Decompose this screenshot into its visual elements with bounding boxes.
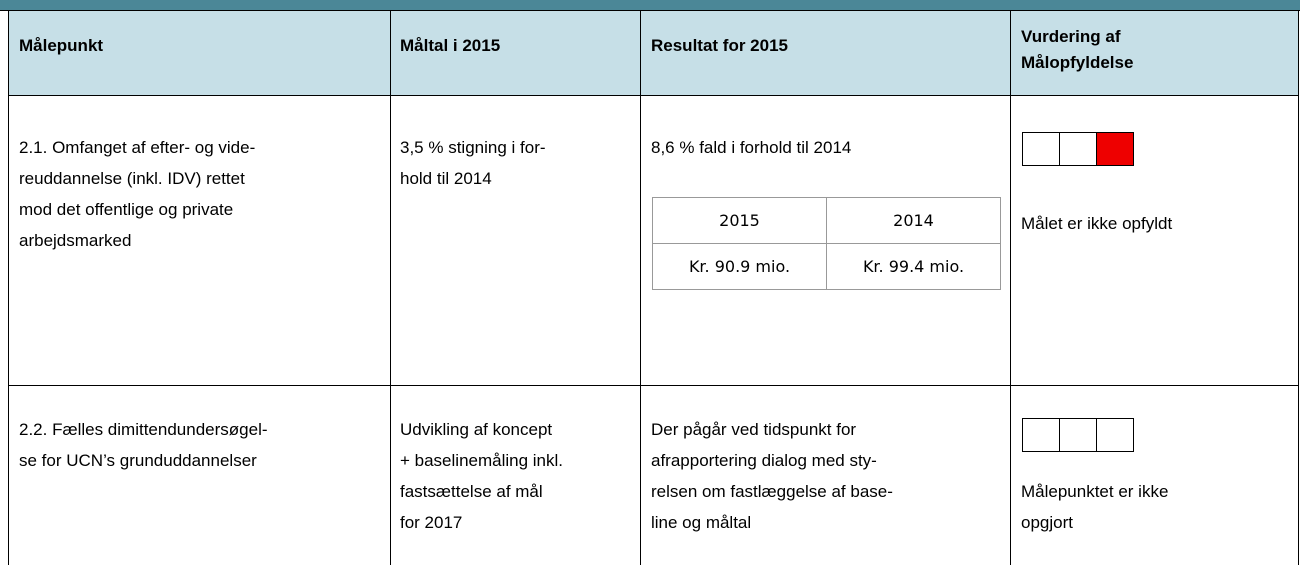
cell-text: hold til 2014 [400, 169, 492, 188]
cell-text: relsen om fastlæggelse af base- [651, 482, 893, 501]
cell-text: 2.1. Omfanget af efter- og vide- [19, 138, 256, 157]
rating-box [1059, 132, 1097, 166]
header-text: Målepunkt [19, 36, 104, 55]
rule [390, 10, 391, 565]
cell-text: se for UCN’s grunduddannelser [19, 451, 257, 470]
header-text: Vurdering af [1021, 27, 1121, 46]
rating-box [1096, 418, 1134, 452]
rule [1010, 10, 1011, 565]
result-cell: Kr. 99.4 mio. [826, 243, 1001, 290]
cell-text: mod det offentlige og private [19, 200, 234, 219]
cell-text: 8,6 % fald i forhold til 2014 [651, 138, 852, 157]
cell-text: Der pågår ved tidspunkt for [651, 420, 857, 439]
cell-text: opgjort [1021, 513, 1073, 532]
cell-text: fastsættelse af mål [400, 482, 543, 501]
rule [8, 385, 1299, 386]
header-text: Resultat for 2015 [651, 36, 788, 55]
cell-text: afrapportering dialog med sty- [651, 451, 877, 470]
rating-box [1022, 418, 1060, 452]
rating-box [1022, 132, 1060, 166]
rule [8, 10, 9, 565]
result-cell: 2014 [826, 197, 1001, 244]
header-row [8, 11, 1298, 95]
header-text: Målopfyldelse [1021, 53, 1134, 72]
cell-text: Målepunktet er ikke [1021, 482, 1169, 501]
header-text: Måltal i 2015 [400, 36, 501, 55]
cell-text: reuddannelse (inkl. IDV) rettet [19, 169, 245, 188]
cell-text: Udvikling af koncept [400, 420, 553, 439]
cell-text: arbejdsmarked [19, 231, 132, 250]
rule [640, 10, 641, 565]
rule [8, 95, 1299, 96]
top-bar [0, 0, 1300, 11]
result-cell: 2015 [652, 197, 827, 244]
cell-text: 2.2. Fælles dimittendundersøgel- [19, 420, 268, 439]
rule [1298, 10, 1299, 565]
result-cell: Kr. 90.9 mio. [652, 243, 827, 290]
cell-text: 3,5 % stigning i for- [400, 138, 546, 157]
cell-text: Målet er ikke opfyldt [1021, 214, 1173, 233]
cell-text: + baselinemåling inkl. [400, 451, 564, 470]
cell-text: for 2017 [400, 513, 463, 532]
rating-box [1096, 132, 1134, 166]
cell-text: line og måltal [651, 513, 752, 532]
rating-box [1059, 418, 1097, 452]
